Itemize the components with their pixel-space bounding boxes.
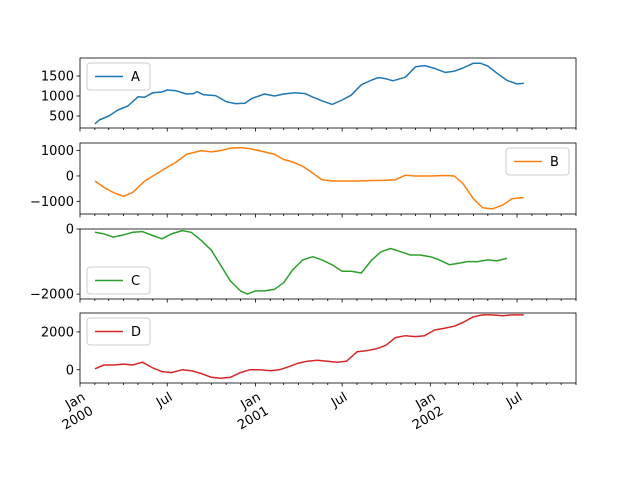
x-tick-label: Jul [503, 390, 525, 411]
series-line-D [94, 314, 524, 380]
y-tick-label: 0 [66, 223, 74, 238]
subplots: 500 1000 1500 A −1000 0 1000 B −2000 0 C 0 2000 D [30, 57, 577, 387]
subplot-D: 0 2000 D [41, 312, 577, 387]
y-tick-label: 0 [66, 169, 74, 184]
series-line-B [94, 146, 524, 210]
legend-label: B [550, 155, 559, 170]
legend-C: C [86, 266, 151, 295]
x-tick-label: Jul [328, 390, 350, 411]
x-tick-label-group: Jul [153, 390, 175, 411]
legend-B: B [505, 147, 570, 176]
y-tick-label: 1500 [41, 70, 74, 85]
legend-D: D [86, 317, 151, 346]
legend-label: A [131, 70, 140, 85]
legend-label: D [131, 325, 141, 340]
y-tick-label: 1000 [41, 144, 74, 159]
series-line-C [94, 229, 508, 295]
subplot-B: −1000 0 1000 B [30, 142, 577, 218]
y-tick-label: −1000 [30, 195, 74, 210]
y-tick-label: 1000 [41, 90, 74, 105]
legend-A: A [86, 62, 151, 91]
y-tick-label: −2000 [30, 288, 74, 303]
x-tick-label-group: Jul [328, 390, 350, 411]
x-tick-label-group: Jul [503, 390, 525, 411]
subplot-C: −2000 0 C [30, 223, 577, 303]
y-tick-label: 2000 [41, 325, 74, 340]
subplot-A: 500 1000 1500 A [41, 57, 577, 132]
series-line-A [94, 62, 524, 125]
x-tick-label: Jul [153, 390, 175, 411]
y-tick-label: 500 [49, 110, 74, 125]
legend-label: C [131, 274, 140, 289]
y-tick-label: 0 [66, 363, 74, 378]
